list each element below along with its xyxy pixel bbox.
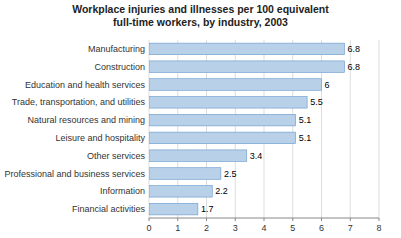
chart: Workplace injuries and illnesses per 100… xyxy=(0,0,401,238)
bar xyxy=(149,97,307,109)
bar xyxy=(149,150,247,162)
data-label: 2.2 xyxy=(215,186,228,196)
data-label: 5.1 xyxy=(299,133,312,143)
data-label: 3.4 xyxy=(250,151,263,161)
tick-label: 0 xyxy=(146,223,151,233)
bar xyxy=(149,114,296,126)
category-label: Trade, transportation, and utilities xyxy=(12,97,146,107)
category-label: Education and health services xyxy=(25,80,146,90)
x-axis xyxy=(149,218,379,219)
data-label: 6.8 xyxy=(348,44,361,54)
bars xyxy=(149,43,345,215)
data-label: 5.5 xyxy=(310,97,323,107)
tick-label: 8 xyxy=(376,223,381,233)
data-label: 2.5 xyxy=(224,169,237,179)
tick-label: 5 xyxy=(290,223,295,233)
tick-label: 4 xyxy=(261,223,266,233)
data-label: 6 xyxy=(325,80,330,90)
category-label: Manufacturing xyxy=(88,44,145,54)
tick-label: 7 xyxy=(348,223,353,233)
data-label: 6.8 xyxy=(348,62,361,72)
bar xyxy=(149,168,221,180)
category-label: Leisure and hospitality xyxy=(55,133,145,143)
tick-label: 3 xyxy=(233,223,238,233)
category-label: Natural resources and mining xyxy=(27,115,145,125)
title-line: full-time workers, by industry, 2003 xyxy=(113,16,288,28)
category-label: Information xyxy=(100,186,145,196)
title: Workplace injuries and illnesses per 100… xyxy=(72,3,329,28)
grid xyxy=(149,40,379,218)
category-label: Construction xyxy=(94,62,145,72)
bar xyxy=(149,61,345,73)
title-line: Workplace injuries and illnesses per 100… xyxy=(72,3,329,15)
bar xyxy=(149,132,296,144)
data-label: 1.7 xyxy=(201,204,214,214)
bar xyxy=(149,79,322,91)
bar xyxy=(149,203,198,215)
tick-label: 1 xyxy=(175,223,180,233)
tick-label: 2 xyxy=(204,223,209,233)
bar xyxy=(149,43,345,55)
category-label: Financial activities xyxy=(72,204,146,214)
bar xyxy=(149,186,212,198)
tick-label: 6 xyxy=(319,223,324,233)
category-label: Other services xyxy=(87,151,146,161)
data-label: 5.1 xyxy=(299,115,312,125)
grid-line xyxy=(379,40,380,218)
category-label: Professional and business services xyxy=(4,169,145,179)
